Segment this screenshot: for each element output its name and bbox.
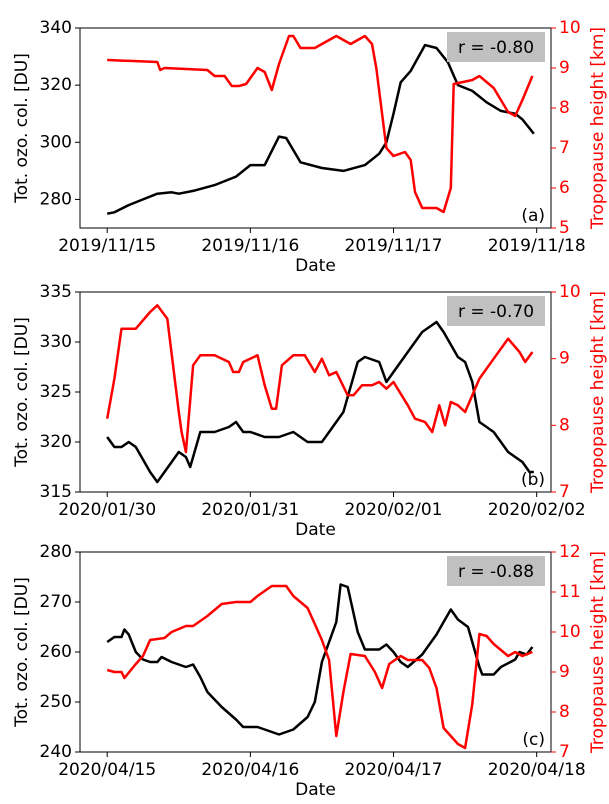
y-axis-title: Tot. ozo. col. [DU] [12,317,32,468]
x-tick-label: 2020/02/02 [488,500,586,520]
y-axis-title: Tot. ozo. col. [DU] [12,577,32,728]
y-tick-label: 300 [40,132,72,152]
y2-tick-label: 9 [559,349,570,369]
data-line [107,34,534,214]
y-axis-title: Tot. ozo. col. [DU] [12,53,32,204]
y2-tick-label: 5 [559,218,570,238]
annotation-box [447,296,545,326]
panel: 2019/11/15 2019/11/16 2019/11/17 2019/11/18… [12,18,608,276]
y-tick-label: 315 [40,482,72,502]
y2-tick-label: 9 [559,662,570,682]
y2-tick-label: 7 [559,482,570,502]
panel: 2020/04/15 2020/04/16 2020/04/17 2020/04/18… [12,542,608,800]
y2-axis-title: Tropopause height [km] [588,551,608,754]
y-tick-label: 280 [40,189,72,209]
y-tick-label: 250 [40,692,72,712]
y2-axis-title: Tropopause height [km] [588,27,608,230]
x-tick-label: 2020/04/17 [345,760,443,780]
panel: 2020/01/30 2020/01/31 2020/02/01 2020/02/02… [12,282,608,540]
y-tick-label: 340 [40,18,72,38]
x-tick-label: 2019/11/17 [345,236,443,256]
y-tick-label: 320 [40,432,72,452]
x-tick-label: 2020/04/15 [58,760,156,780]
y2-tick-label: 8 [559,98,570,118]
x-tick-label: 2020/02/01 [345,500,443,520]
x-tick-label: 2020/04/16 [201,760,299,780]
y2-tick-label: 10 [559,622,581,642]
data-line [106,584,533,750]
x-tick-label: 2019/11/16 [201,236,299,256]
annotation: r = -0.70 [458,302,534,322]
data-line [106,43,535,215]
data-line [105,304,534,454]
y-tick-label: 260 [40,642,72,662]
y2-tick-label: 9 [559,58,570,78]
x-tick-label: 2019/11/18 [488,236,586,256]
y-tick-label: 335 [40,282,72,302]
annotation-box [447,556,545,586]
annotation: r = -0.80 [458,38,534,58]
panel-label: (b) [521,470,545,490]
plot-frame [79,27,552,229]
data-line [106,320,534,484]
annotation-box [447,32,545,62]
y-tick-label: 240 [40,742,72,762]
annotation: r = -0.88 [458,562,534,582]
y2-tick-label: 11 [559,582,581,602]
y2-tick-label: 10 [559,18,581,38]
x-axis-title: Date [295,520,336,540]
y2-tick-label: 7 [559,742,570,762]
y2-tick-label: 8 [559,702,570,722]
panel-label: (c) [522,730,545,750]
y2-tick-label: 8 [559,415,570,435]
y-tick-label: 330 [40,332,72,352]
y2-tick-label: 12 [559,542,581,562]
y-tick-label: 280 [40,542,72,562]
y2-tick-label: 6 [559,178,570,198]
y-tick-label: 325 [40,382,72,402]
y-tick-label: 270 [40,592,72,612]
data-line [106,583,534,736]
y2-tick-label: 10 [559,282,581,302]
x-tick-label: 2020/01/31 [201,500,299,520]
y2-tick-label: 7 [559,138,570,158]
x-axis-title: Date [295,780,336,800]
x-axis-title: Date [295,256,336,276]
x-tick-label: 2020/04/18 [488,760,586,780]
x-tick-label: 2020/01/30 [58,500,156,520]
y2-axis-title: Tropopause height [km] [588,291,608,494]
panel-label: (a) [521,206,545,226]
y-tick-label: 320 [40,75,72,95]
x-tick-label: 2019/11/15 [58,236,156,256]
